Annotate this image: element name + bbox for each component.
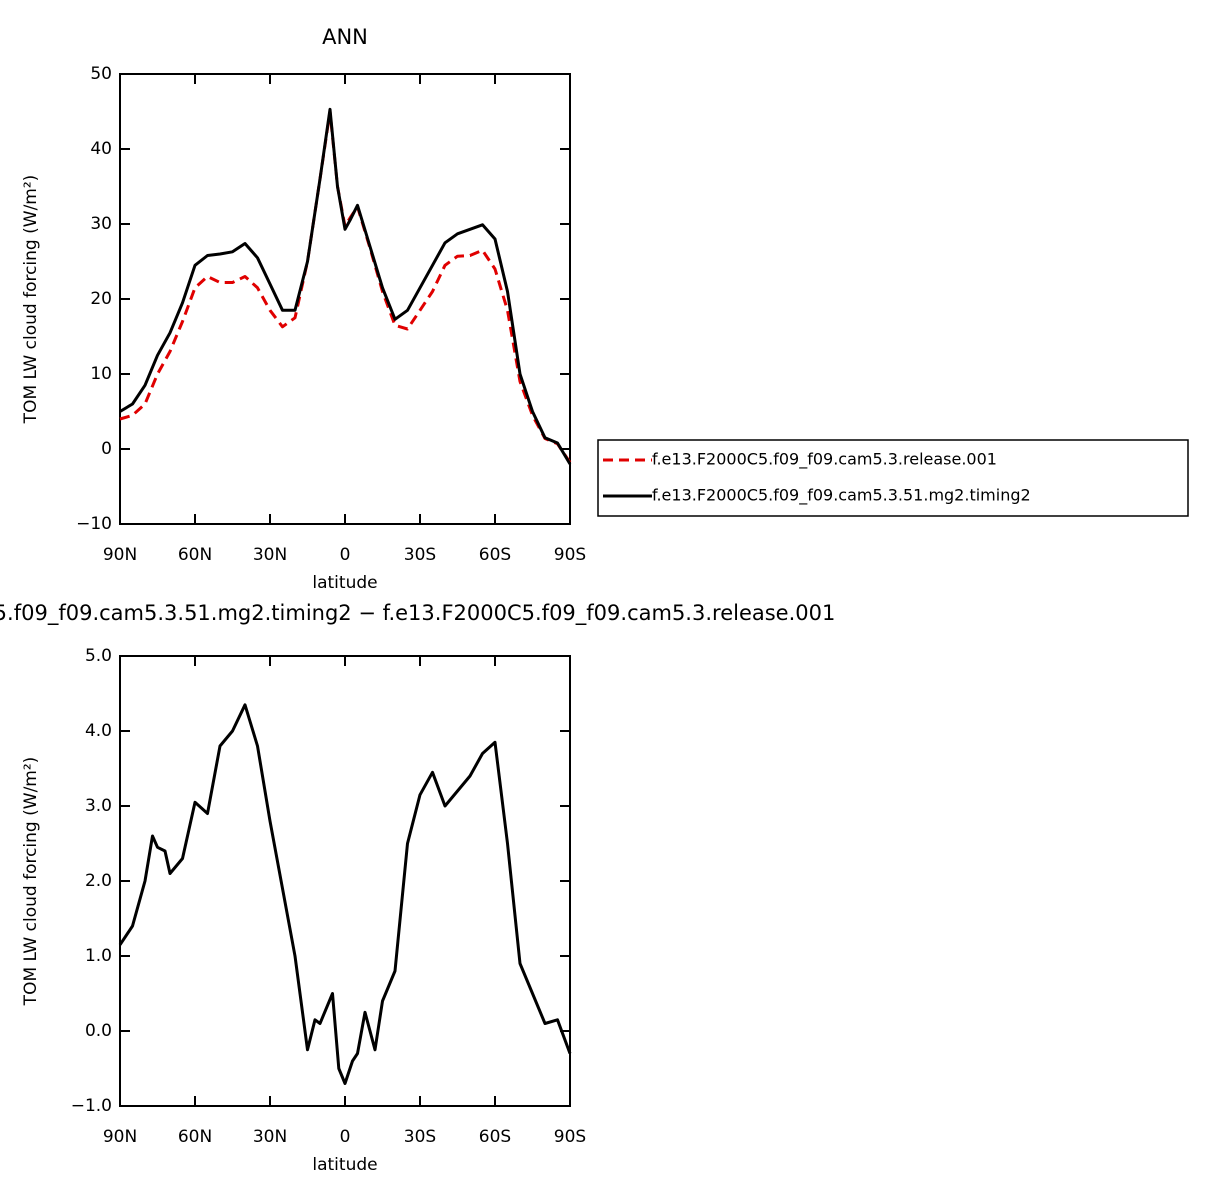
x-tick-label: 30N (253, 1127, 287, 1147)
y-tick-label: 20 (90, 289, 112, 309)
y-tick-label: 5.0 (85, 646, 112, 666)
data-line (119, 107, 572, 465)
x-tick-label: 30S (404, 1127, 436, 1147)
y-tick-label: 0 (101, 439, 112, 459)
x-axis-label: latitude (312, 573, 377, 593)
y-tick-label: 40 (90, 139, 112, 159)
x-tick-label: 60S (479, 1127, 511, 1147)
y-axis-label: TOM LW cloud forcing (W/m²) (21, 175, 41, 425)
y-tick-label: −1.0 (71, 1096, 112, 1116)
x-tick-label: 60N (178, 545, 212, 565)
chart-title: f.e13.F2000C5.f09_f09.cam5.3.51.mg2.timi… (0, 601, 835, 626)
x-tick-label: 90N (103, 1127, 137, 1147)
y-tick-label: 4.0 (85, 721, 112, 741)
x-tick-label: 90S (554, 545, 586, 565)
x-tick-label: 30N (253, 545, 287, 565)
x-tick-label: 0 (340, 545, 351, 565)
legend-label: f.e13.F2000C5.f09_f09.cam5.3.51.mg2.timi… (652, 486, 1031, 506)
y-tick-label: 2.0 (85, 871, 112, 891)
x-tick-label: 90S (554, 1127, 586, 1147)
y-tick-label: −10 (76, 514, 112, 534)
data-line (118, 703, 572, 1085)
x-axis-label: latitude (312, 1155, 377, 1175)
plot-frame (119, 73, 571, 525)
y-tick-label: 30 (90, 214, 112, 234)
x-tick-label: 60S (479, 545, 511, 565)
legend-label: f.e13.F2000C5.f09_f09.cam5.3.release.001 (652, 450, 997, 470)
y-tick-label: 3.0 (85, 796, 112, 816)
y-tick-label: 1.0 (85, 946, 112, 966)
x-tick-label: 60N (178, 1127, 212, 1147)
x-tick-label: 30S (404, 545, 436, 565)
legend-box (597, 439, 1189, 517)
x-tick-label: 0 (340, 1127, 351, 1147)
y-tick-label: 0.0 (85, 1021, 112, 1041)
y-tick-label: 50 (90, 64, 112, 84)
chart-title: ANN (322, 25, 368, 49)
y-tick-label: 10 (90, 364, 112, 384)
y-axis-label: TOM LW cloud forcing (W/m²) (21, 757, 41, 1007)
plot-frame (119, 655, 571, 1107)
x-tick-label: 90N (103, 545, 137, 565)
